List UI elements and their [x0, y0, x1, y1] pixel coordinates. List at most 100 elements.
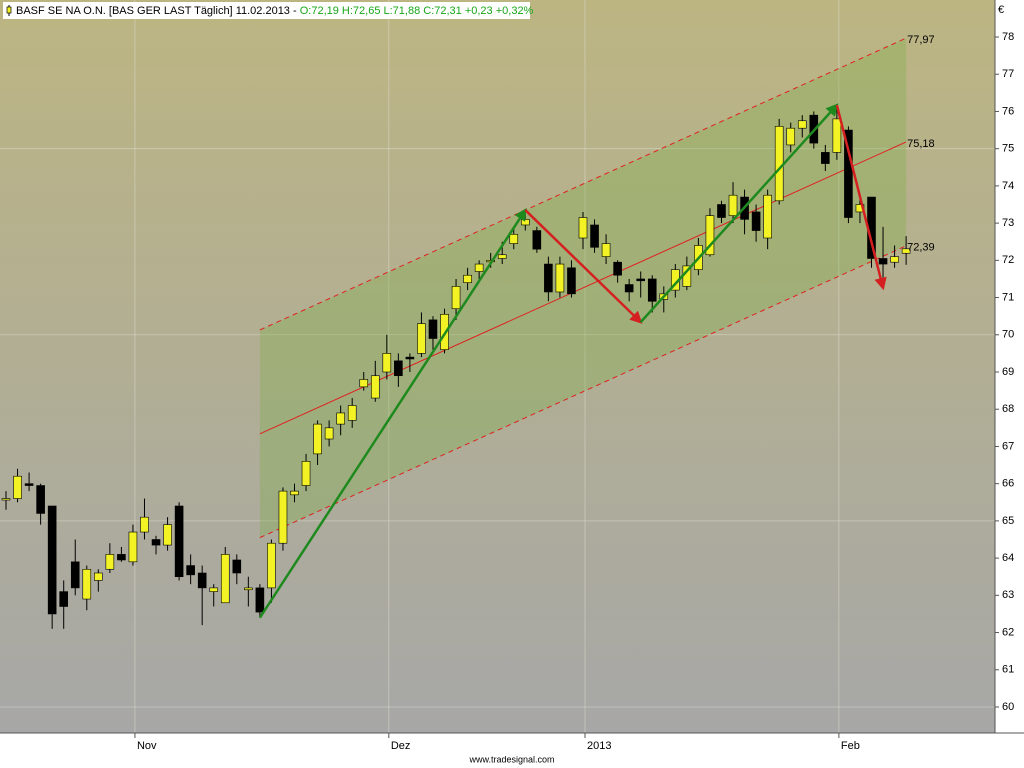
candle-body	[24, 483, 34, 486]
y-tick-label: 69	[1002, 366, 1014, 378]
candle-body	[613, 261, 622, 276]
trend-arrow	[639, 103, 839, 323]
candle-body	[717, 204, 726, 218]
candle-body	[336, 412, 345, 425]
candle-body	[382, 353, 392, 373]
candle-body	[774, 126, 784, 202]
candle-body	[532, 230, 542, 250]
candle-body	[590, 224, 599, 248]
x-tick-label: Nov	[137, 740, 157, 752]
candle-body	[624, 284, 634, 293]
y-tick-label: 71	[1002, 291, 1014, 303]
y-tick-label: 60	[1002, 701, 1014, 713]
candle-body	[313, 423, 322, 455]
candle-body	[751, 211, 761, 231]
candle-body	[405, 356, 415, 360]
candle-body	[474, 263, 484, 272]
candle-body	[220, 554, 230, 604]
header-box	[3, 2, 530, 19]
y-tick-label: 65	[1002, 515, 1014, 527]
header-date: 11.02.2013 -	[236, 5, 297, 17]
candle-body	[728, 194, 738, 216]
y-tick-label: 77	[1002, 68, 1014, 80]
candle-body	[1, 498, 11, 501]
candle-body	[832, 118, 842, 153]
candle-body	[59, 591, 69, 607]
trend-arrow	[258, 207, 527, 619]
candle-body	[544, 263, 553, 293]
trend-arrow	[835, 104, 887, 291]
candle-body	[705, 215, 715, 256]
y-tick-label: 72	[1002, 254, 1014, 266]
candle-body	[417, 323, 426, 354]
y-tick-label: 74	[1002, 180, 1014, 192]
candle-body	[232, 559, 242, 574]
header-quote: O:72,19 H:72,65 L:71,88 C:72,31 +0,23 +0…	[300, 5, 534, 17]
candle-body	[821, 152, 830, 164]
x-tick-label: 2013	[587, 740, 611, 752]
y-tick-label: 62	[1002, 626, 1014, 638]
y-tick-label: 76	[1002, 105, 1014, 117]
candle-body	[209, 587, 219, 592]
currency: €	[998, 4, 1004, 16]
candle-body	[47, 505, 57, 615]
watermark: www.tradesignal.com	[468, 754, 554, 764]
channel-label: 72,39	[907, 242, 935, 254]
candle-body	[359, 379, 369, 388]
channel-upper	[259, 37, 907, 331]
candle-body	[70, 561, 80, 589]
candle-body	[197, 572, 207, 589]
candle-body	[763, 194, 772, 239]
candle-body	[105, 554, 115, 570]
y-tick-label: 66	[1002, 478, 1014, 490]
candle-body	[797, 120, 807, 129]
channel-label: 77,97	[907, 34, 935, 46]
candle-body	[244, 587, 253, 591]
candle-body	[290, 490, 299, 496]
channel-label: 75,18	[907, 138, 935, 150]
candle-body	[324, 427, 334, 440]
candle-body	[878, 258, 888, 265]
candle-body	[82, 568, 92, 600]
candle-body	[151, 539, 161, 546]
candle-body	[647, 278, 657, 302]
x-tick-label: Dez	[391, 740, 411, 752]
candle-body	[128, 531, 138, 563]
candle-body	[267, 542, 276, 589]
candle-body	[844, 129, 853, 218]
plot-background	[0, 0, 995, 733]
candle-body	[394, 360, 403, 377]
candle-body	[578, 217, 588, 239]
candle-body	[186, 565, 195, 576]
candle-body	[497, 254, 507, 259]
y-tick-label: 75	[1002, 143, 1014, 155]
candle-body	[555, 263, 565, 293]
candle-body	[509, 233, 519, 244]
candle-body	[278, 490, 288, 544]
candle-body	[94, 572, 103, 581]
candle-body	[174, 505, 184, 578]
candle-body	[567, 267, 576, 295]
candle-body	[520, 219, 530, 226]
candle-body	[636, 278, 646, 282]
y-tick-label: 61	[1002, 664, 1014, 676]
candle-body	[163, 524, 172, 546]
y-tick-label: 63	[1002, 589, 1014, 601]
y-tick-label: 67	[1002, 440, 1014, 452]
candle-body	[601, 243, 611, 257]
channel-lower	[259, 245, 907, 539]
y-tick-label: 70	[1002, 329, 1014, 341]
candle-body	[13, 475, 22, 499]
candle-body	[255, 587, 265, 613]
header: BASF SE NA O.N. [BAS GER LAST Täglich] 1…	[16, 5, 534, 17]
candle-body	[890, 256, 899, 263]
candle-body	[140, 516, 149, 533]
y-tick-label: 68	[1002, 403, 1014, 415]
header-icon	[6, 6, 12, 14]
y-tick-label: 64	[1002, 552, 1014, 564]
candle-body	[901, 248, 911, 254]
candle-body	[428, 319, 438, 339]
y-tick-label: 78	[1002, 31, 1014, 43]
trend-arrow	[524, 209, 643, 324]
